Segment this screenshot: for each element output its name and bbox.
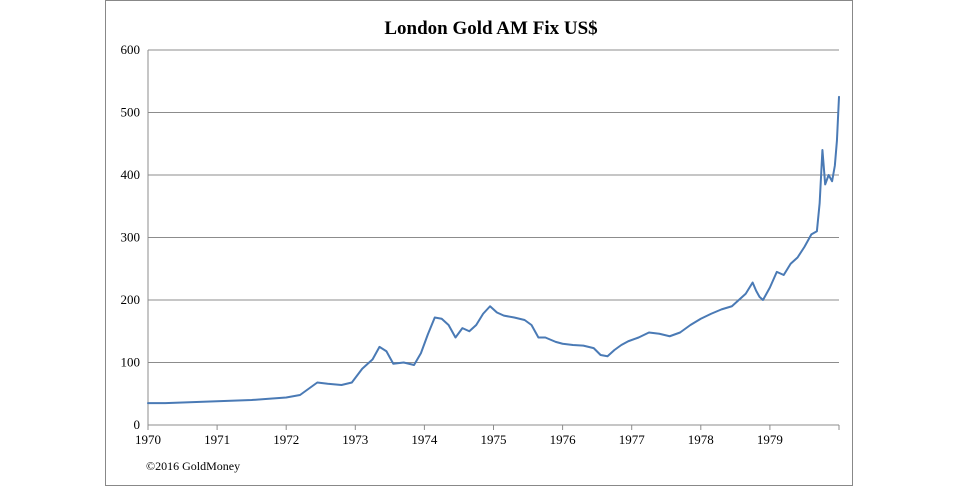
- x-tick-label-1971: 1971: [204, 432, 230, 447]
- x-tick-label-1972: 1972: [273, 432, 299, 447]
- y-tick-label-100: 100: [121, 355, 141, 370]
- x-tick-label-1977: 1977: [619, 432, 646, 447]
- y-tick-label-400: 400: [121, 167, 141, 182]
- grid-layer: [148, 49, 839, 363]
- chart-title: London Gold AM Fix US$: [384, 18, 597, 39]
- chart-frame: London Gold AM Fix US$ 0 100 200 300 400 500 6…: [105, 0, 853, 486]
- copyright-note: ©2016 GoldMoney: [146, 459, 240, 473]
- x-tick-labels: 1970 1971 1972 1973 1974 1975 1976 1977 1978 1979: [135, 432, 783, 447]
- x-tick-label-1974: 1974: [411, 432, 438, 447]
- x-tick-label-1979: 1979: [757, 432, 783, 447]
- y-tick-label-500: 500: [121, 105, 141, 120]
- y-tick-label-0: 0: [134, 417, 141, 432]
- x-tick-label-1978: 1978: [688, 432, 714, 447]
- x-tick-label-1970: 1970: [135, 432, 161, 447]
- axis-layer: [147, 50, 840, 430]
- series-line-0: [147, 95, 840, 405]
- series-layer: [147, 95, 840, 405]
- x-tick-label-1973: 1973: [342, 432, 368, 447]
- x-tick-label-1975: 1975: [481, 432, 507, 447]
- chart-canvas: London Gold AM Fix US$ 0 100 200 300 400 500 6…: [121, 18, 840, 473]
- y-tick-label-300: 300: [121, 230, 141, 245]
- y-tick-labels: 0 100 200 300 400 500 600: [121, 42, 141, 432]
- y-tick-label-600: 600: [121, 42, 141, 57]
- y-tick-label-200: 200: [121, 292, 141, 307]
- x-tick-label-1976: 1976: [550, 432, 577, 447]
